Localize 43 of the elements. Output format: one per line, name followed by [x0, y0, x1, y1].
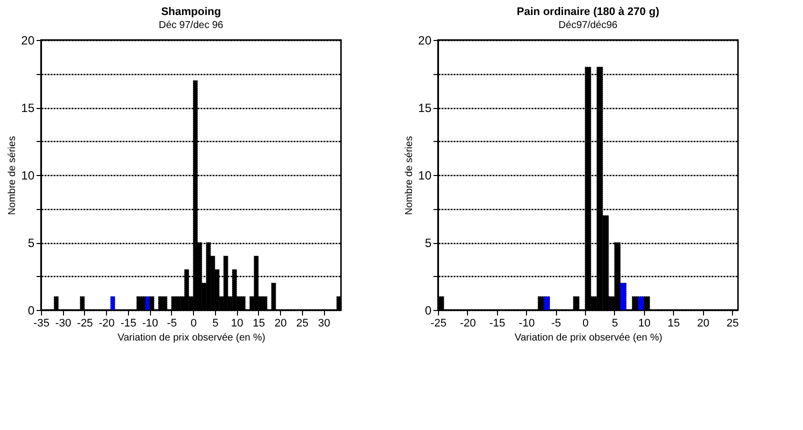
chart-subtitle: Déc 97/dec 96 [158, 20, 224, 31]
x-tick-label: -20 [460, 318, 476, 330]
x-tick-label: -20 [98, 318, 115, 330]
chart-title: Shampoing [161, 6, 221, 18]
x-tick-label: -25 [430, 318, 446, 330]
y-tick-label: 0 [424, 304, 432, 318]
y-axis-title: Nombre de séries [404, 136, 416, 215]
y-tick-label: 20 [21, 34, 35, 48]
x-tick-label: 0 [190, 318, 197, 330]
x-tick-label: 15 [668, 318, 680, 330]
x-tick-label: 25 [726, 318, 739, 330]
chart-subtitle: Déc97/déc96 [558, 20, 618, 31]
x-tick-label: 20 [274, 318, 287, 330]
y-tick-label: 5 [424, 236, 432, 250]
y-tick-label: 0 [28, 304, 35, 318]
y-tick-label: 15 [21, 101, 35, 115]
x-tick-label: -15 [120, 318, 136, 330]
x-tick-label: 30 [318, 318, 330, 330]
x-axis-title: Variation de prix observée (en %) [118, 332, 266, 344]
x-tick-label: 25 [296, 318, 308, 330]
y-tick-label: 5 [28, 236, 35, 250]
x-tick-label: -10 [142, 318, 158, 330]
chart-title: Pain ordinaire (180 à 270 g) [516, 6, 660, 18]
x-tick-label: 15 [252, 318, 266, 330]
y-tick-label: 15 [418, 101, 432, 115]
y-tick-label: 10 [21, 168, 35, 182]
y-tick-label: 20 [418, 34, 432, 48]
x-tick-label: -5 [551, 318, 562, 330]
x-tick-label: 5 [612, 318, 618, 330]
x-tick-label: 5 [212, 318, 218, 330]
x-tick-label: 10 [638, 318, 651, 330]
x-tick-label: -15 [489, 318, 506, 330]
x-tick-label: -30 [55, 318, 72, 330]
x-tick-label: 10 [231, 318, 244, 330]
y-tick-label: 10 [418, 168, 432, 182]
x-tick-label: -25 [77, 318, 93, 330]
x-tick-label: 0 [582, 318, 589, 330]
x-axis-title: Variation de prix observée (en %) [514, 332, 662, 344]
x-tick-label: -5 [167, 318, 177, 330]
x-tick-label: -35 [34, 318, 50, 330]
x-tick-label: 20 [697, 318, 710, 330]
y-axis-title: Nombre de séries [7, 136, 18, 215]
x-tick-label: -10 [518, 318, 535, 330]
